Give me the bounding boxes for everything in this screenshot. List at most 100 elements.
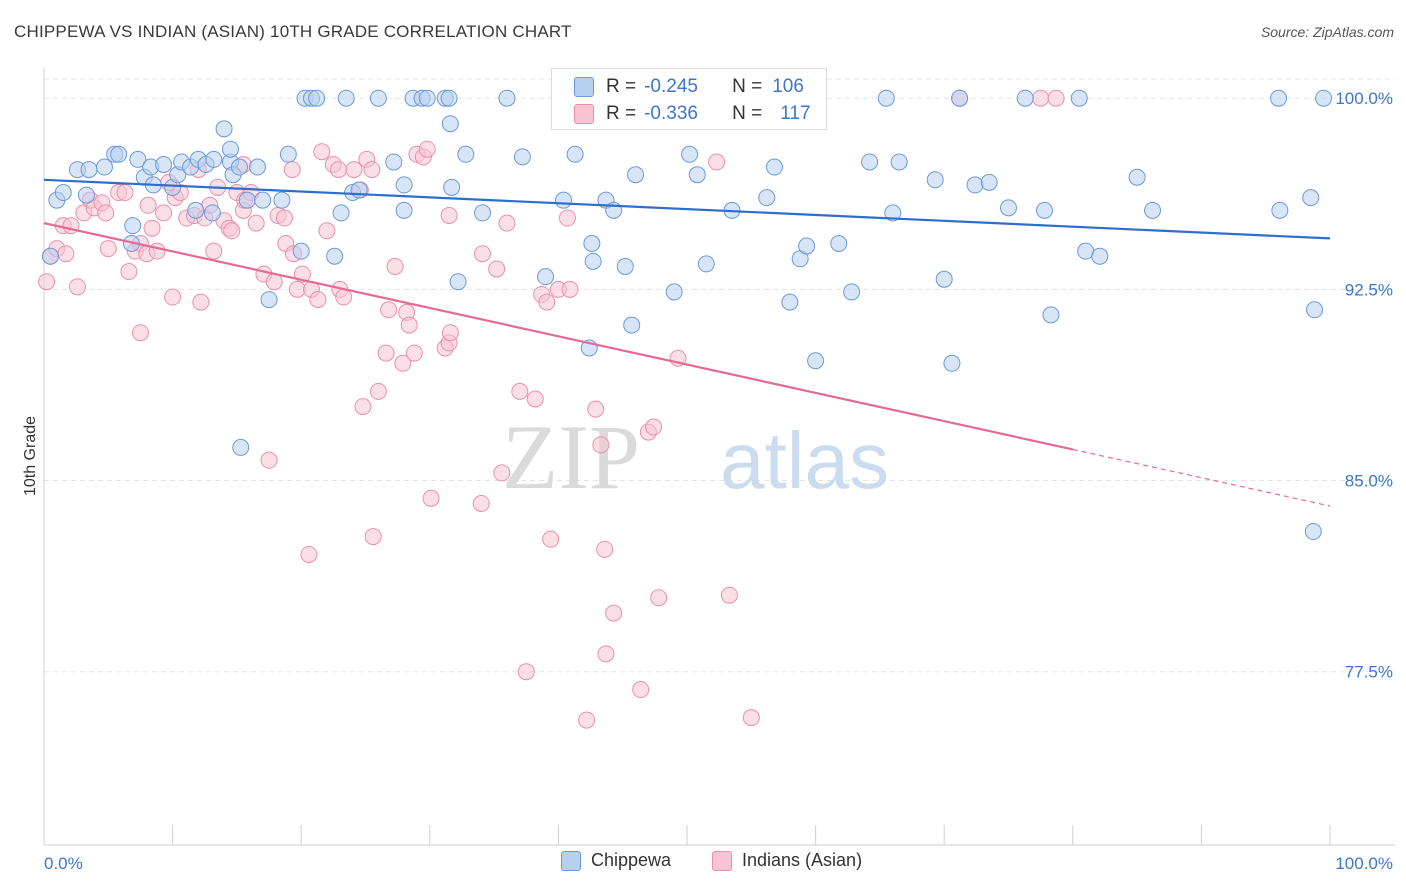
chart-title: CHIPPEWA VS INDIAN (ASIAN) 10TH GRADE CO… xyxy=(14,22,572,41)
chippewa-point xyxy=(369,89,387,107)
r-value: -0.336 xyxy=(644,103,698,124)
x-tick-label: 0.0% xyxy=(44,854,83,873)
indians-asian-point xyxy=(354,398,372,416)
chippewa-point xyxy=(232,438,250,456)
watermark-atlas: atlas xyxy=(720,416,889,505)
chippewa-point xyxy=(254,191,272,209)
chippewa-point xyxy=(623,316,641,334)
n-value: 106 xyxy=(772,76,804,97)
chippewa-point xyxy=(1000,199,1017,217)
indians-asian-point xyxy=(650,589,668,607)
chippewa-point xyxy=(566,145,584,163)
indians-asian-point xyxy=(708,153,726,171)
chippewa-point xyxy=(187,201,205,219)
indians-asian-point xyxy=(57,245,75,263)
indians-asian-point xyxy=(335,288,353,306)
y-axis-label: 10th Grade xyxy=(22,416,39,496)
chippewa-point xyxy=(248,158,266,176)
chippewa-point xyxy=(498,89,516,107)
chippewa-point xyxy=(583,235,601,253)
chippewa-point xyxy=(980,173,998,191)
indians-asian-point xyxy=(99,240,117,258)
chippewa-point xyxy=(457,145,475,163)
chippewa-point xyxy=(697,255,715,273)
chippewa-point xyxy=(215,120,233,138)
chippewa-point xyxy=(221,140,239,158)
chippewa-point xyxy=(951,89,969,107)
indians-asian-point xyxy=(645,418,663,436)
indians-asian-point xyxy=(364,528,382,546)
indians-asian-point xyxy=(139,196,157,214)
indians-asian-point xyxy=(592,436,610,454)
chippewa-point xyxy=(441,115,459,133)
chippewa-point xyxy=(350,181,368,199)
chippewa-points xyxy=(41,89,1333,541)
indians-asian-point xyxy=(300,545,318,563)
chippewa-point xyxy=(1077,242,1095,260)
trend-lines xyxy=(43,178,1331,507)
chippewa-point xyxy=(279,145,297,163)
chippewa-point xyxy=(884,204,902,222)
chippewa-point xyxy=(1128,168,1146,186)
indians-asian-point xyxy=(288,280,306,298)
chippewa-point xyxy=(95,158,113,176)
indians-asian-point xyxy=(526,390,544,408)
indians-asian-point xyxy=(38,273,56,291)
indians-asian-point xyxy=(742,709,760,727)
indians-asian-point xyxy=(386,257,404,275)
chippewa-point xyxy=(292,242,310,260)
chippewa-point xyxy=(665,283,683,301)
legend-item-chippewa[interactable]: Chippewa xyxy=(561,850,671,871)
indians-asian-point xyxy=(223,222,241,240)
indians-asian-point xyxy=(1047,89,1065,107)
stats-row-indians-asian: R = -0.336 N = 117 xyxy=(574,103,811,125)
y-tick-labels: 77.5% 85.0% 92.5% 100.0% xyxy=(1335,89,1393,681)
indians-asian-point xyxy=(597,645,615,663)
chippewa-point xyxy=(584,252,602,270)
indians-asian-point xyxy=(380,301,398,319)
y-tick-label: 85.0% xyxy=(1345,472,1393,491)
chippewa-point xyxy=(627,166,645,184)
stats-row-chippewa: R = -0.245 N = 106 xyxy=(574,76,804,98)
indians-asian-point xyxy=(472,494,490,512)
chippewa-point xyxy=(681,145,699,163)
chippewa-point xyxy=(555,191,573,209)
indians-asian-point xyxy=(632,681,650,699)
indians-asian-point xyxy=(377,344,395,362)
chippewa-point xyxy=(110,145,128,163)
chippewa-point xyxy=(205,150,223,168)
indians-asian-trend-line-extension xyxy=(1072,448,1331,507)
indians-asian-point xyxy=(542,530,560,548)
indians-asian-swatch xyxy=(712,850,732,871)
watermark-zip: ZIP xyxy=(502,406,640,508)
r-value: -0.245 xyxy=(644,76,698,97)
indians-asian-point xyxy=(440,206,458,224)
indians-asian-point xyxy=(68,278,86,296)
chippewa-point xyxy=(54,184,72,202)
chippewa-point xyxy=(798,237,816,255)
indians-asian-point xyxy=(260,451,278,469)
indians-asian-point xyxy=(283,161,301,179)
indians-asian-point xyxy=(313,143,331,161)
chippewa-point xyxy=(1270,89,1288,107)
indians-asian-point xyxy=(441,324,459,342)
chippewa-point xyxy=(781,293,799,311)
indians-asian-point xyxy=(318,222,336,240)
legend-label: Chippewa xyxy=(591,850,672,870)
r-label: R = xyxy=(606,103,637,124)
chippewa-point xyxy=(337,89,355,107)
indians-asian-point xyxy=(155,204,173,222)
chippewa-swatch xyxy=(561,850,581,871)
chippewa-point xyxy=(890,153,908,171)
x-tick-label: 100.0% xyxy=(1335,854,1393,873)
chippewa-point xyxy=(41,247,59,265)
indians-asian-point xyxy=(247,214,265,232)
chippewa-point xyxy=(260,291,278,309)
indians-asian-point xyxy=(120,263,138,281)
chippewa-point xyxy=(807,352,825,370)
legend-item-indians-asian[interactable]: Indians (Asian) xyxy=(712,850,862,871)
chippewa-point xyxy=(966,176,984,194)
axes xyxy=(43,68,1395,846)
chippewa-point xyxy=(1036,201,1054,219)
chippewa-point xyxy=(1304,523,1322,541)
